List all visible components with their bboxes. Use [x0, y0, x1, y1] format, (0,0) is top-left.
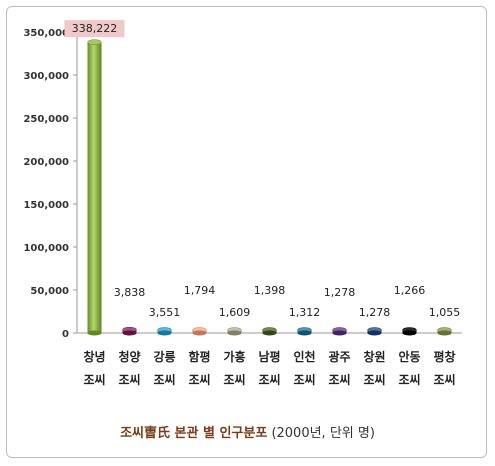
data-label: 1,609 [219, 306, 251, 319]
category-label: 남평 [258, 349, 280, 364]
data-label: 1,312 [289, 306, 321, 319]
data-label: 3,838 [114, 286, 146, 299]
category-label: 인천 [293, 349, 315, 364]
category-label: 조씨 [398, 373, 420, 387]
bar-base [437, 330, 452, 336]
y-tick-label: 150,000 [23, 200, 69, 211]
bar-base [402, 330, 417, 336]
bar-top [87, 39, 102, 45]
y-tick-label: 350,000 [23, 28, 69, 39]
category-label: 조씨 [433, 373, 455, 387]
category-label: 가흥 [223, 349, 245, 364]
caption-sub: (2000년, 단위 명) [271, 426, 375, 441]
caption-main: 조씨曺氏 본관 별 인구분포 [120, 426, 268, 441]
category-label: 청양 [118, 349, 140, 364]
data-label: 1,278 [324, 286, 356, 299]
category-label: 함평 [188, 349, 210, 364]
data-label: 1,398 [254, 284, 286, 297]
axes: 0 50,000 100,000 150,000 200,000 250,000 300,0… [23, 28, 462, 340]
y-tick-label: 200,000 [23, 157, 69, 168]
category-label: 조씨 [118, 373, 140, 387]
bar-base [157, 330, 172, 336]
bar-base [227, 330, 242, 336]
bar [87, 42, 102, 333]
category-label: 평창 [433, 349, 455, 364]
category-label: 광주 [328, 349, 350, 364]
bar-base [87, 330, 102, 336]
category-label: 조씨 [363, 373, 385, 387]
data-label: 3,551 [149, 306, 181, 319]
data-label: 1,794 [184, 284, 216, 297]
category-label: 창녕 [83, 349, 105, 364]
bars [87, 39, 452, 336]
category-label: 조씨 [83, 373, 105, 387]
data-label-highlight [64, 20, 125, 38]
chart-caption: 조씨曺氏 본관 별 인구분포 (2000년, 단위 명) [0, 422, 495, 441]
category-label: 조씨 [188, 373, 210, 387]
category-label: 조씨 [153, 373, 175, 387]
y-tick-label: 0 [62, 329, 69, 340]
bar-base [297, 330, 312, 336]
bar-base [122, 330, 137, 336]
chart-frame [6, 6, 487, 458]
category-label: 조씨 [258, 373, 280, 387]
bar-base [192, 330, 207, 336]
y-tick-label: 100,000 [23, 243, 69, 254]
y-tick-label: 50,000 [30, 286, 69, 297]
y-tick-label: 250,000 [23, 114, 69, 125]
bar-base [332, 330, 347, 336]
category-label: 안동 [398, 349, 420, 364]
data-label: 1,278 [359, 306, 391, 319]
bar-base [367, 330, 382, 336]
category-label: 창원 [363, 349, 385, 364]
bar-base [262, 330, 277, 336]
data-labels: 338,2223,8383,5511,7941,6091,3981,3121,2… [64, 20, 461, 319]
data-label: 338,222 [72, 22, 118, 35]
data-label: 1,055 [429, 306, 461, 319]
category-label: 조씨 [223, 373, 245, 387]
data-label: 1,266 [394, 284, 426, 297]
category-label: 조씨 [328, 373, 350, 387]
y-tick-label: 300,000 [23, 71, 69, 82]
category-label: 강릉 [153, 349, 175, 364]
category-label: 조씨 [293, 373, 315, 387]
